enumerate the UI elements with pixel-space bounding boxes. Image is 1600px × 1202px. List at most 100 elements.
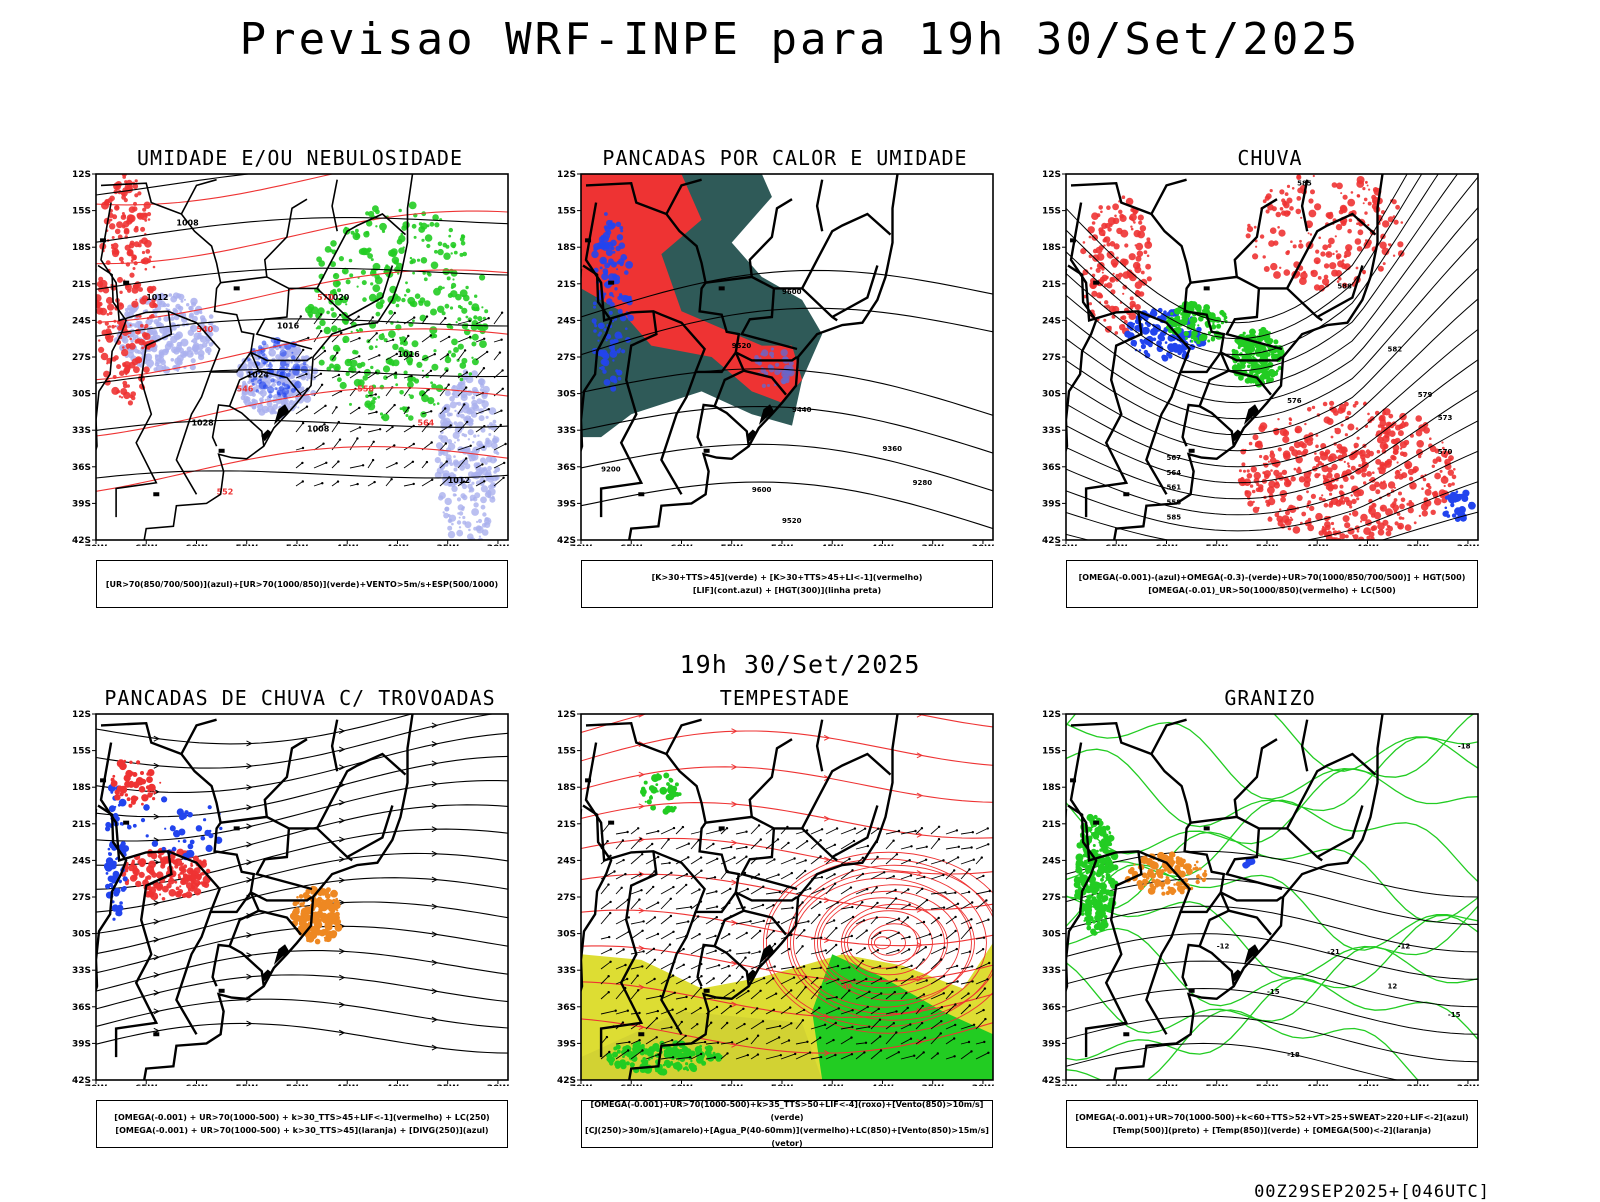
lat-tick-label: 18S: [72, 243, 91, 253]
forecast-map: -12-15-18-2112-12-15-1812S15S18S21S24S27…: [1040, 686, 1500, 1086]
lat-tick-label: 18S: [1042, 243, 1061, 253]
lon-tick-label: 50W: [771, 544, 794, 546]
lon-tick-label: 55W: [1206, 1084, 1229, 1086]
legend-line: [OMEGA(-0.01)_UR>50(1000/850)(vermelho) …: [1067, 584, 1477, 597]
lon-tick-label: 50W: [771, 1084, 794, 1086]
lon-tick-label: 65W: [135, 1084, 158, 1086]
lat-tick-label: 33S: [557, 426, 576, 436]
lat-tick-label: 36S: [557, 463, 576, 473]
lat-tick-label: 27S: [72, 893, 91, 903]
lon-tick-label: 30W: [487, 544, 510, 546]
legend-line: [OMEGA(-0.001)-(azul)+OMEGA(-0.3)-(verde…: [1067, 571, 1477, 584]
lat-tick-label: 24S: [72, 856, 91, 866]
height-label: 9520: [782, 517, 802, 525]
lon-tick-label: 35W: [436, 544, 459, 546]
height-label: 585: [1166, 513, 1181, 521]
lon-tick-label: 35W: [436, 1084, 459, 1086]
height-label: 9520: [732, 342, 752, 350]
height-label: 582: [1388, 345, 1403, 353]
height-label: 579: [1418, 391, 1433, 399]
lon-tick-label: 65W: [620, 544, 643, 546]
lon-tick-label: 65W: [135, 544, 158, 546]
height-label: 9280: [913, 479, 933, 487]
lat-tick-label: 18S: [1042, 783, 1061, 793]
lat-tick-label: 27S: [557, 353, 576, 363]
lon-tick-label: 45W: [1306, 544, 1329, 546]
lat-tick-label: 36S: [557, 1003, 576, 1013]
isobar-label: 1016: [277, 321, 300, 330]
lon-tick-label: 50W: [286, 1084, 309, 1086]
height-label: 564: [1166, 469, 1181, 477]
lat-tick-label: 39S: [1042, 499, 1061, 509]
lon-tick-label: 70W: [570, 1084, 593, 1086]
lon-tick-label: 30W: [487, 1084, 510, 1086]
lon-tick-label: 55W: [1206, 544, 1229, 546]
lat-tick-label: 27S: [72, 353, 91, 363]
height-label: 9600: [752, 486, 772, 494]
legend-line: [LIF](cont.azul) + [HGT(300)](linha pret…: [582, 584, 992, 597]
lon-tick-label: 70W: [85, 1084, 108, 1086]
isobar-label: 1012: [448, 476, 470, 485]
lat-tick-label: 12S: [557, 170, 576, 180]
temperature-label: -12: [1217, 942, 1230, 950]
lat-tick-label: 12S: [1042, 170, 1061, 180]
lat-tick-label: 21S: [72, 820, 91, 830]
height-label: 576: [1287, 397, 1302, 405]
legend-line: [Temp(500)](preto) + [Temp(850)](verde) …: [1067, 1124, 1477, 1137]
lon-tick-label: 35W: [1406, 544, 1429, 546]
legend-line: [OMEGA(-0.001) + UR>70(1000-500) + k>30_…: [97, 1124, 507, 1137]
lon-tick-label: 45W: [821, 1084, 844, 1086]
legend-line: [OMEGA(-0.001) + UR>70(1000-500) + k>30_…: [97, 1111, 507, 1124]
lat-tick-label: 24S: [1042, 856, 1061, 866]
lon-tick-label: 45W: [821, 544, 844, 546]
forecast-map: 58558858257957657357056756456155858512S1…: [1040, 146, 1500, 546]
lat-tick-label: 39S: [557, 499, 576, 509]
temperature-label: -18: [1458, 742, 1471, 750]
lon-tick-label: 60W: [670, 544, 693, 546]
temperature-label: -18: [1287, 1051, 1300, 1059]
forecast-map: 12S15S18S21S24S27S30S33S36S39S42S70W65W6…: [70, 686, 530, 1086]
forecast-map: 1008101210161020102410281008101210165405…: [70, 146, 530, 546]
lat-tick-label: 15S: [1042, 747, 1061, 757]
temperature-label: 12: [1388, 983, 1398, 991]
lat-tick-label: 39S: [1042, 1039, 1061, 1049]
lon-tick-label: 30W: [972, 544, 995, 546]
lon-tick-label: 50W: [1256, 1084, 1279, 1086]
forecast-map: 9600952094409360928092009600952012S15S18…: [555, 146, 1015, 546]
lon-tick-label: 40W: [871, 1084, 894, 1086]
lat-tick-label: 30S: [72, 390, 91, 400]
lat-tick-label: 12S: [1042, 710, 1061, 720]
lon-tick-label: 50W: [286, 544, 309, 546]
lat-tick-label: 30S: [1042, 390, 1061, 400]
legend-box: [UR>70(850/700/500)](azul)+[UR>70(1000/8…: [96, 560, 508, 608]
lat-tick-label: 27S: [1042, 353, 1061, 363]
main-title: Previsao WRF-INPE para 19h 30/Set/2025: [0, 14, 1600, 65]
lat-tick-label: 18S: [557, 783, 576, 793]
lon-tick-label: 70W: [570, 544, 593, 546]
isotach-label: 40: [842, 983, 852, 991]
lat-tick-label: 39S: [557, 1039, 576, 1049]
height-label: 9440: [792, 406, 812, 414]
lat-tick-label: 39S: [72, 499, 91, 509]
lat-tick-label: 39S: [72, 1039, 91, 1049]
legend-line: [CJ(250)>30m/s](amarelo)+[Agua_P(40-60mm…: [582, 1124, 992, 1150]
thickness-label: 546: [237, 384, 254, 393]
legend-line: [OMEGA(-0.001)+UR>70(1000-500)+k>35_TTS>…: [582, 1098, 992, 1124]
lon-tick-label: 45W: [336, 1084, 359, 1086]
height-label: 9360: [882, 445, 902, 453]
lon-tick-label: 60W: [1155, 544, 1178, 546]
lat-tick-label: 33S: [557, 966, 576, 976]
legend-line: [K>30+TTS>45](verde) + [K>30+TTS>45+LI<-…: [582, 571, 992, 584]
lon-tick-label: 40W: [1356, 544, 1379, 546]
lat-tick-label: 33S: [72, 966, 91, 976]
lat-tick-label: 33S: [1042, 426, 1061, 436]
lon-tick-label: 40W: [386, 1084, 409, 1086]
lat-tick-label: 15S: [557, 207, 576, 217]
isobar-label: 1028: [191, 419, 214, 428]
lon-tick-label: 65W: [1105, 544, 1128, 546]
lon-tick-label: 45W: [336, 544, 359, 546]
lat-tick-label: 36S: [72, 1003, 91, 1013]
lon-tick-label: 70W: [1055, 544, 1078, 546]
